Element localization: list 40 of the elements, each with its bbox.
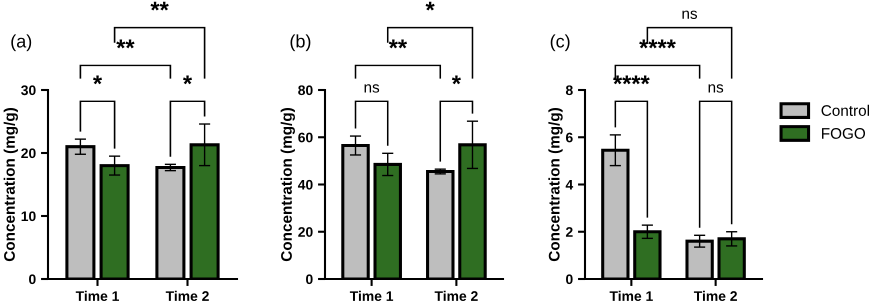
x-tick-label: Time 2	[694, 290, 737, 302]
text: ns	[682, 10, 698, 19]
chart-title: (c)	[550, 34, 570, 52]
y-tick-label: 10	[22, 211, 36, 222]
annotation: ns	[364, 84, 380, 93]
y-tick-label: 20	[21, 148, 36, 158]
y-axis-title: Concentration (mg/g)	[280, 108, 295, 262]
legend-label: FOGO	[822, 128, 866, 139]
y-tick-label: 60	[298, 132, 313, 142]
text: ****	[639, 40, 676, 48]
x-tick-label: Time 1	[76, 290, 119, 302]
y-tick-label: 20	[298, 227, 313, 237]
y-tick-label: 0	[566, 274, 573, 284]
legend-label: Control	[822, 104, 870, 116]
y-tick-label: 0	[29, 274, 36, 284]
chart-title: (a)	[11, 34, 32, 52]
text: *	[426, 2, 435, 11]
chart-title: (b)	[290, 34, 310, 52]
text: **	[388, 40, 408, 48]
x-tick-label: Time 1	[610, 290, 653, 302]
text: ****	[613, 75, 650, 84]
y-tick-label: 40	[298, 180, 313, 190]
y-axis-title: Concentration (mg/g)	[548, 108, 563, 262]
y-axis-title: Concentration (mg/g)	[4, 108, 18, 262]
y-tick-label: 4	[566, 180, 574, 190]
x-tick-label: Time 2	[166, 290, 209, 302]
y-tick-label: 30	[21, 85, 36, 96]
annotation: ns	[708, 84, 724, 93]
y-tick-label: 80	[298, 85, 313, 96]
text: *	[92, 75, 102, 84]
y-tick-label: 0	[306, 274, 313, 284]
text: **	[116, 40, 135, 48]
y-tick-label: 6	[566, 132, 573, 142]
y-tick-label: 2	[566, 227, 573, 237]
y-tick-label: 8	[566, 85, 573, 96]
text: *	[452, 75, 461, 84]
x-tick-label: Time 1	[350, 290, 394, 302]
text: **	[150, 2, 169, 11]
x-tick-label: Time 2	[434, 290, 478, 302]
text: *	[182, 75, 192, 84]
